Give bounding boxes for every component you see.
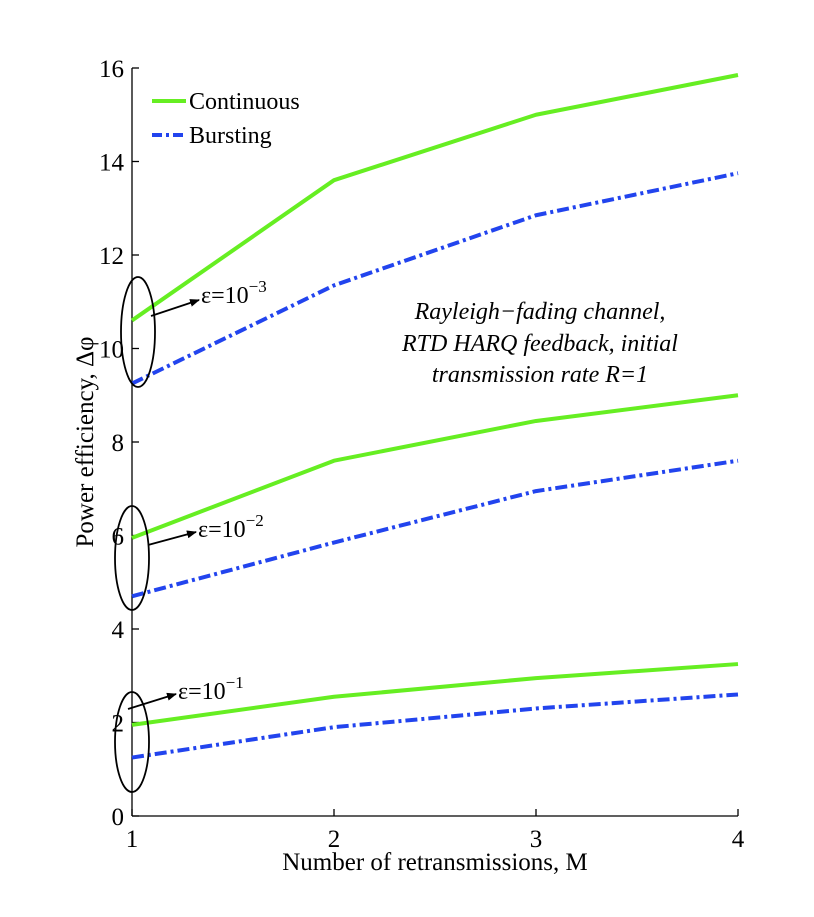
eps-3-label: ε=10−3 <box>201 277 267 309</box>
channel-annotation: Rayleigh−fading channel, RTD HARQ feedba… <box>401 299 678 388</box>
y-tick-label: 0 <box>112 804 125 831</box>
x-axis-title: Number of retransmissions, M <box>282 849 588 876</box>
series-line-continuous-eps-3 <box>130 73 739 323</box>
series-line-bursting-eps-1 <box>131 692 739 760</box>
y-tick-label: 12 <box>99 243 124 270</box>
eps-marker-2: ε=10−2 <box>114 505 264 611</box>
eps-2-label: ε=10−2 <box>198 511 264 543</box>
annotation-line-2: RTD HARQ feedback, initial <box>401 331 678 357</box>
eps-3-ellipse <box>120 276 156 388</box>
y-tick-label: 6 <box>112 524 125 551</box>
eps-1-arrow <box>127 692 177 710</box>
x-tick-label: 2 <box>328 826 341 853</box>
y-tick-label: 10 <box>99 337 124 364</box>
eps-3-arrow <box>150 299 200 317</box>
y-tick-label: 16 <box>99 56 124 83</box>
y-tick-label: 4 <box>112 617 125 644</box>
x-axis-ticks: 1 2 3 4 <box>126 809 745 853</box>
x-tick-label: 3 <box>530 826 543 853</box>
eps-2-arrow <box>147 530 197 546</box>
y-tick-label: 8 <box>112 430 125 457</box>
eps-1-label: ε=10−1 <box>178 673 244 705</box>
eps-marker-3: ε=10−3 <box>120 276 267 388</box>
x-tick-label: 4 <box>732 826 745 853</box>
annotation-line-3: transmission rate R=1 <box>432 362 648 388</box>
legend: Continuous Bursting <box>152 89 300 149</box>
series-line-continuous-eps-1 <box>131 662 739 727</box>
x-tick-label: 1 <box>126 826 139 853</box>
y-axis-title: Power efficiency, Δφ <box>72 337 99 548</box>
y-tick-label: 14 <box>99 150 125 177</box>
series-line-bursting-eps-3 <box>131 171 739 386</box>
eps-1-ellipse <box>114 691 150 793</box>
annotation-line-1: Rayleigh−fading channel, <box>414 299 666 325</box>
eps-2-ellipse <box>114 505 150 611</box>
eps-marker-1: ε=10−1 <box>114 673 244 793</box>
legend-label-continuous: Continuous <box>189 89 300 115</box>
series-line-continuous-eps-2 <box>131 393 739 540</box>
series-layer <box>130 73 739 760</box>
legend-label-bursting: Bursting <box>189 123 272 149</box>
